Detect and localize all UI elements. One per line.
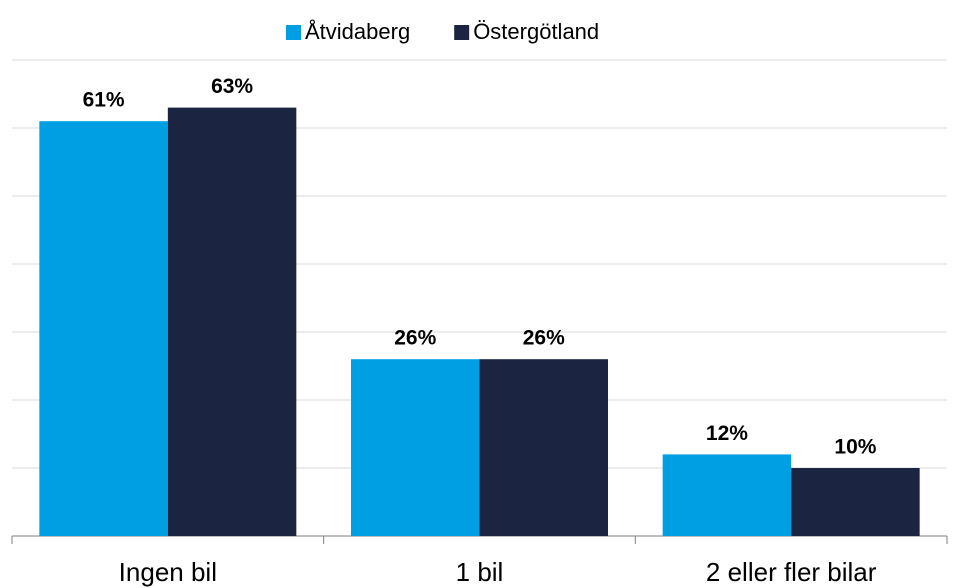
x-tick-label: Ingen bil (119, 557, 217, 587)
x-tick-label: 2 eller fler bilar (706, 557, 877, 587)
bar (791, 468, 920, 536)
bar (39, 121, 168, 536)
bar (662, 454, 792, 536)
x-tick-label: 1 bil (456, 557, 504, 587)
value-label: 61% (83, 89, 125, 112)
legend-swatch (286, 25, 301, 40)
value-label: 10% (834, 436, 876, 459)
bar (351, 359, 480, 536)
legend-label: Östergötland (473, 19, 599, 44)
legend-label: Åtvidaberg (305, 19, 410, 44)
bar (479, 359, 608, 536)
legend-swatch (454, 25, 470, 40)
value-label: 12% (706, 422, 748, 445)
bar (167, 107, 297, 536)
value-label: 63% (211, 75, 253, 98)
value-label: 26% (523, 327, 565, 350)
value-label: 26% (394, 327, 436, 350)
